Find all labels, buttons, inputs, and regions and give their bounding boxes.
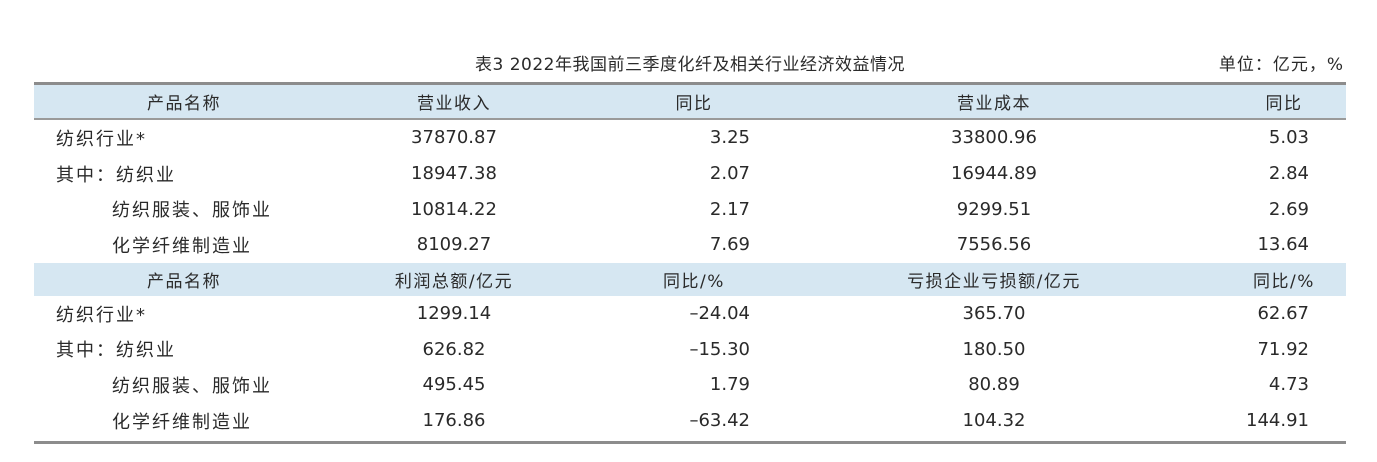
row-value: 8109.27 [416, 234, 492, 256]
row-label: 纺织服装、服饰业 [112, 375, 272, 397]
row-value: 365.70 [962, 303, 1026, 325]
row-value: 62.67 [1257, 303, 1309, 325]
header-revenue-yoy: 同比 [675, 94, 713, 114]
row-value: 104.32 [962, 410, 1026, 432]
row-label: 化学纤维制造业 [112, 411, 252, 433]
row-value: 2.84 [1268, 163, 1309, 185]
header-product-name: 产品名称 [147, 94, 221, 114]
table-row: 其中：纺织业 626.82 –15.30 180.50 71.92 [34, 331, 1346, 367]
row-value: 2.69 [1268, 198, 1309, 220]
row-label: 纺织服装、服饰业 [112, 200, 272, 222]
table-row: 纺织行业* 1299.14 –24.04 365.70 62.67 [34, 296, 1346, 332]
header-rule [34, 118, 1346, 120]
table-row: 纺织行业* 37870.87 3.25 33800.96 5.03 [34, 120, 1346, 156]
row-label: 其中：纺织业 [56, 164, 176, 186]
table-row: 化学纤维制造业 8109.27 7.69 7556.56 13.64 [34, 227, 1346, 263]
row-value: 4.73 [1268, 374, 1309, 396]
row-value: 7.69 [709, 234, 750, 256]
row-value: 1299.14 [416, 303, 492, 325]
row-value: 2.07 [709, 163, 750, 185]
row-value: 7556.56 [956, 234, 1032, 256]
table-row: 纺织服装、服饰业 10814.22 2.17 9299.51 2.69 [34, 191, 1346, 227]
header-cost-yoy: 同比 [1265, 94, 1303, 114]
row-value: 3.25 [709, 127, 750, 149]
row-label: 纺织行业* [56, 128, 147, 150]
row-value: –15.30 [689, 338, 750, 360]
table-row: 化学纤维制造业 176.86 –63.42 104.32 144.91 [34, 403, 1346, 439]
header-cost: 营业成本 [957, 94, 1031, 114]
row-value: –24.04 [689, 303, 750, 325]
row-value: 80.89 [968, 374, 1020, 396]
top-rule [34, 82, 1346, 85]
header-total-profit: 利润总额/亿元 [394, 271, 514, 292]
header-profit-yoy: 同比/% [663, 271, 725, 292]
row-value: 10814.22 [411, 198, 497, 220]
table-header-row: 产品名称 营业收入 同比 营业成本 同比 [34, 85, 1346, 118]
row-value: 626.82 [422, 338, 486, 360]
row-value: 144.91 [1246, 410, 1309, 432]
row-value: 495.45 [422, 374, 486, 396]
table-header-row: 产品名称 利润总额/亿元 同比/% 亏损企业亏损额/亿元 同比/% [34, 262, 1346, 296]
table-row: 其中：纺织业 18947.38 2.07 16944.89 2.84 [34, 156, 1346, 192]
data-table: 产品名称 营业收入 同比 营业成本 同比 纺织行业* 37870.87 3.25… [34, 85, 1346, 439]
table-caption: 表3 2022年我国前三季度化纤及相关行业经济效益情况 单位：亿元，% [34, 52, 1346, 78]
row-value: 176.86 [422, 410, 486, 432]
row-label: 其中：纺织业 [56, 340, 176, 362]
table-title: 表3 2022年我国前三季度化纤及相关行业经济效益情况 [475, 55, 905, 75]
row-value: –63.42 [689, 410, 750, 432]
table-unit: 单位：亿元，% [1218, 55, 1344, 75]
row-value: 33800.96 [951, 127, 1037, 149]
row-value: 18947.38 [411, 163, 497, 185]
row-value: 180.50 [962, 338, 1026, 360]
row-value: 9299.51 [956, 198, 1032, 220]
row-value: 37870.87 [411, 127, 497, 149]
row-value: 5.03 [1268, 127, 1309, 149]
header-product-name: 产品名称 [147, 271, 221, 292]
row-label: 化学纤维制造业 [112, 235, 252, 257]
row-value: 2.17 [709, 198, 750, 220]
header-loss-yoy: 同比/% [1253, 271, 1315, 292]
row-value: 16944.89 [951, 163, 1037, 185]
header-loss-amount: 亏损企业亏损额/亿元 [907, 271, 1081, 292]
table-row: 纺织服装、服饰业 495.45 1.79 80.89 4.73 [34, 367, 1346, 403]
row-value: 1.79 [709, 374, 750, 396]
row-label: 纺织行业* [56, 304, 147, 326]
bottom-rule [34, 441, 1346, 444]
row-value: 71.92 [1257, 338, 1309, 360]
header-revenue: 营业收入 [417, 94, 491, 114]
row-value: 13.64 [1257, 234, 1309, 256]
